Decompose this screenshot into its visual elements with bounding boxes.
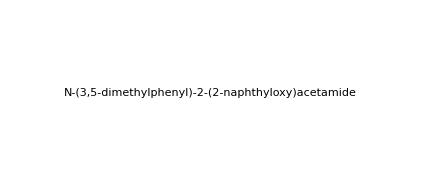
- Text: N-(3,5-dimethylphenyl)-2-(2-naphthyloxy)acetamide: N-(3,5-dimethylphenyl)-2-(2-naphthyloxy)…: [64, 88, 357, 98]
